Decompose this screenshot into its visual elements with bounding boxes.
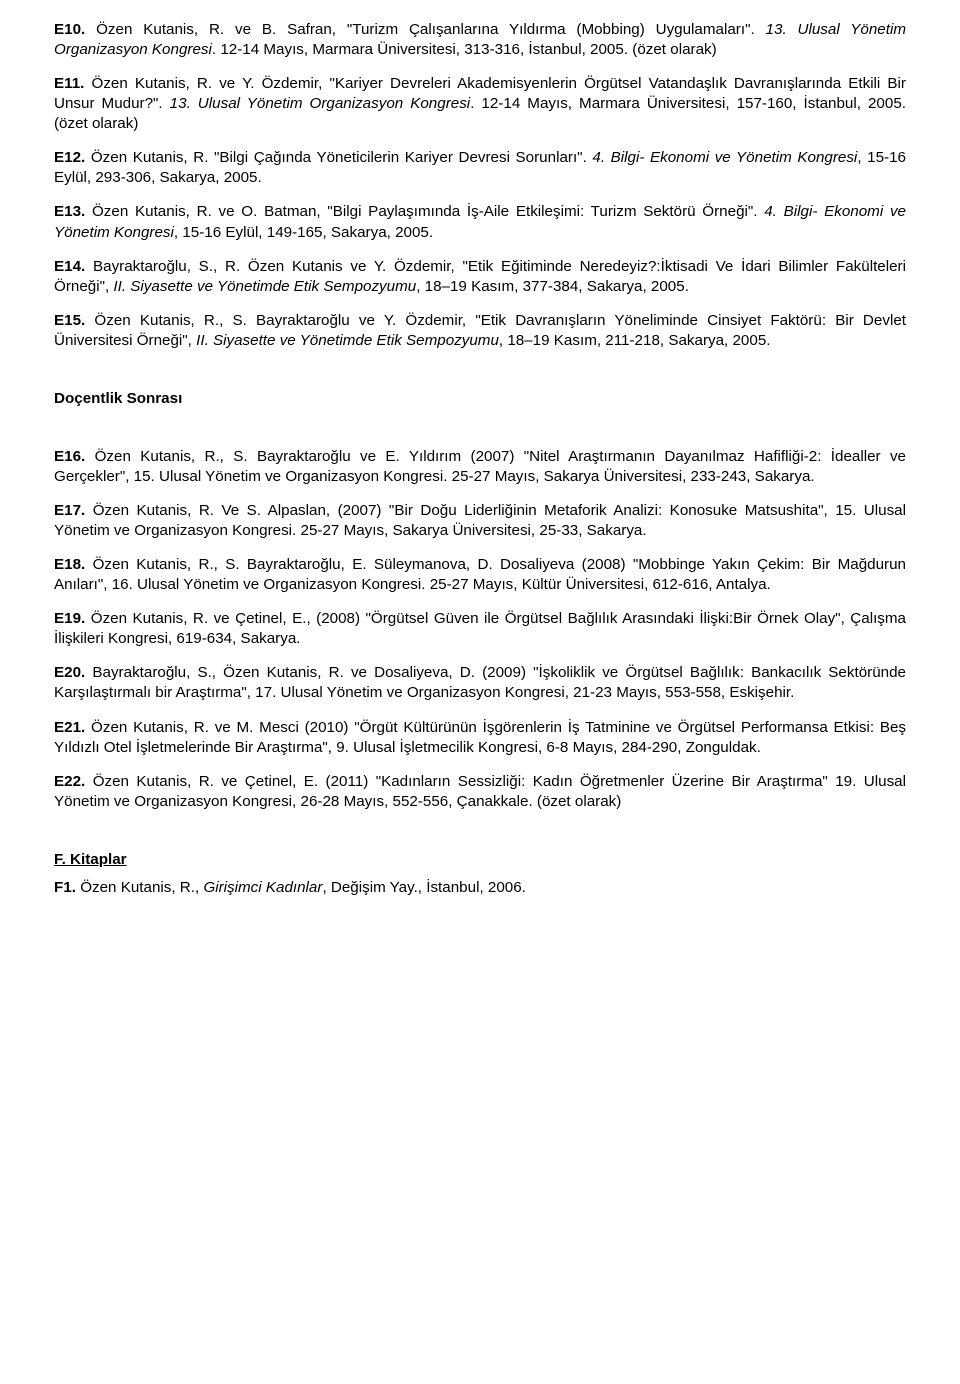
entry-label: E19. [54, 610, 85, 627]
reference-entry: E22. Özen Kutanis, R. ve Çetinel, E. (20… [54, 772, 906, 812]
entry-body: Özen Kutanis, R. Ve S. Alpaslan, (2007) … [54, 502, 906, 539]
entry-body: Özen Kutanis, R., Girişimci Kadınlar, De… [80, 879, 526, 896]
reference-entry: E21. Özen Kutanis, R. ve M. Mesci (2010)… [54, 718, 906, 758]
entry-body: Bayraktaroğlu, S., Özen Kutanis, R. ve D… [54, 664, 906, 701]
reference-entry: E20. Bayraktaroğlu, S., Özen Kutanis, R.… [54, 663, 906, 703]
section-heading-docentlik: Doçentlik Sonrası [54, 389, 906, 409]
entry-label: E18. [54, 556, 85, 573]
entry-label: E16. [54, 448, 85, 465]
entry-label: E13. [54, 203, 85, 220]
entry-label: E21. [54, 719, 85, 736]
entry-body: Özen Kutanis, R. ve Y. Özdemir, "Kariyer… [54, 75, 906, 132]
entry-body: Özen Kutanis, R., S. Bayraktaroğlu, E. S… [54, 556, 906, 593]
entry-label: E20. [54, 664, 85, 681]
section-heading-books: F. Kitaplar [54, 850, 906, 870]
reference-entry: F1. Özen Kutanis, R., Girişimci Kadınlar… [54, 878, 906, 898]
reference-entry: E18. Özen Kutanis, R., S. Bayraktaroğlu,… [54, 555, 906, 595]
reference-entry: E19. Özen Kutanis, R. ve Çetinel, E., (2… [54, 609, 906, 649]
reference-entry: E15. Özen Kutanis, R., S. Bayraktaroğlu … [54, 311, 906, 351]
entry-body: Bayraktaroğlu, S., R. Özen Kutanis ve Y.… [54, 258, 906, 295]
entry-label: E12. [54, 149, 85, 166]
entry-label: E15. [54, 312, 85, 329]
entry-label: E17. [54, 502, 85, 519]
entry-body: Özen Kutanis, R., S. Bayraktaroğlu ve Y.… [54, 312, 906, 349]
entry-body: Özen Kutanis, R. ve M. Mesci (2010) "Örg… [54, 719, 906, 756]
reference-entry: E12. Özen Kutanis, R. "Bilgi Çağında Yön… [54, 148, 906, 188]
entry-label: E14. [54, 258, 85, 275]
entry-body: Özen Kutanis, R. "Bilgi Çağında Yönetici… [54, 149, 906, 186]
entry-body: Özen Kutanis, R. ve O. Batman, "Bilgi Pa… [54, 203, 906, 240]
reference-entry: E17. Özen Kutanis, R. Ve S. Alpaslan, (2… [54, 501, 906, 541]
document-body: E10. Özen Kutanis, R. ve B. Safran, "Tur… [54, 20, 906, 898]
entry-body: Özen Kutanis, R. ve B. Safran, "Turizm Ç… [54, 21, 906, 58]
entry-label: F1. [54, 879, 76, 896]
entry-body: Özen Kutanis, R., S. Bayraktaroğlu ve E.… [54, 448, 906, 485]
entry-label: E10. [54, 21, 85, 38]
entry-label: E22. [54, 773, 85, 790]
reference-entry: E13. Özen Kutanis, R. ve O. Batman, "Bil… [54, 202, 906, 242]
reference-entry: E16. Özen Kutanis, R., S. Bayraktaroğlu … [54, 447, 906, 487]
entry-body: Özen Kutanis, R. ve Çetinel, E., (2008) … [54, 610, 906, 647]
entry-body: Özen Kutanis, R. ve Çetinel, E. (2011) "… [54, 773, 906, 810]
entry-label: E11. [54, 75, 84, 92]
reference-entry: E14. Bayraktaroğlu, S., R. Özen Kutanis … [54, 257, 906, 297]
reference-entry: E11. Özen Kutanis, R. ve Y. Özdemir, "Ka… [54, 74, 906, 134]
reference-entry: E10. Özen Kutanis, R. ve B. Safran, "Tur… [54, 20, 906, 60]
